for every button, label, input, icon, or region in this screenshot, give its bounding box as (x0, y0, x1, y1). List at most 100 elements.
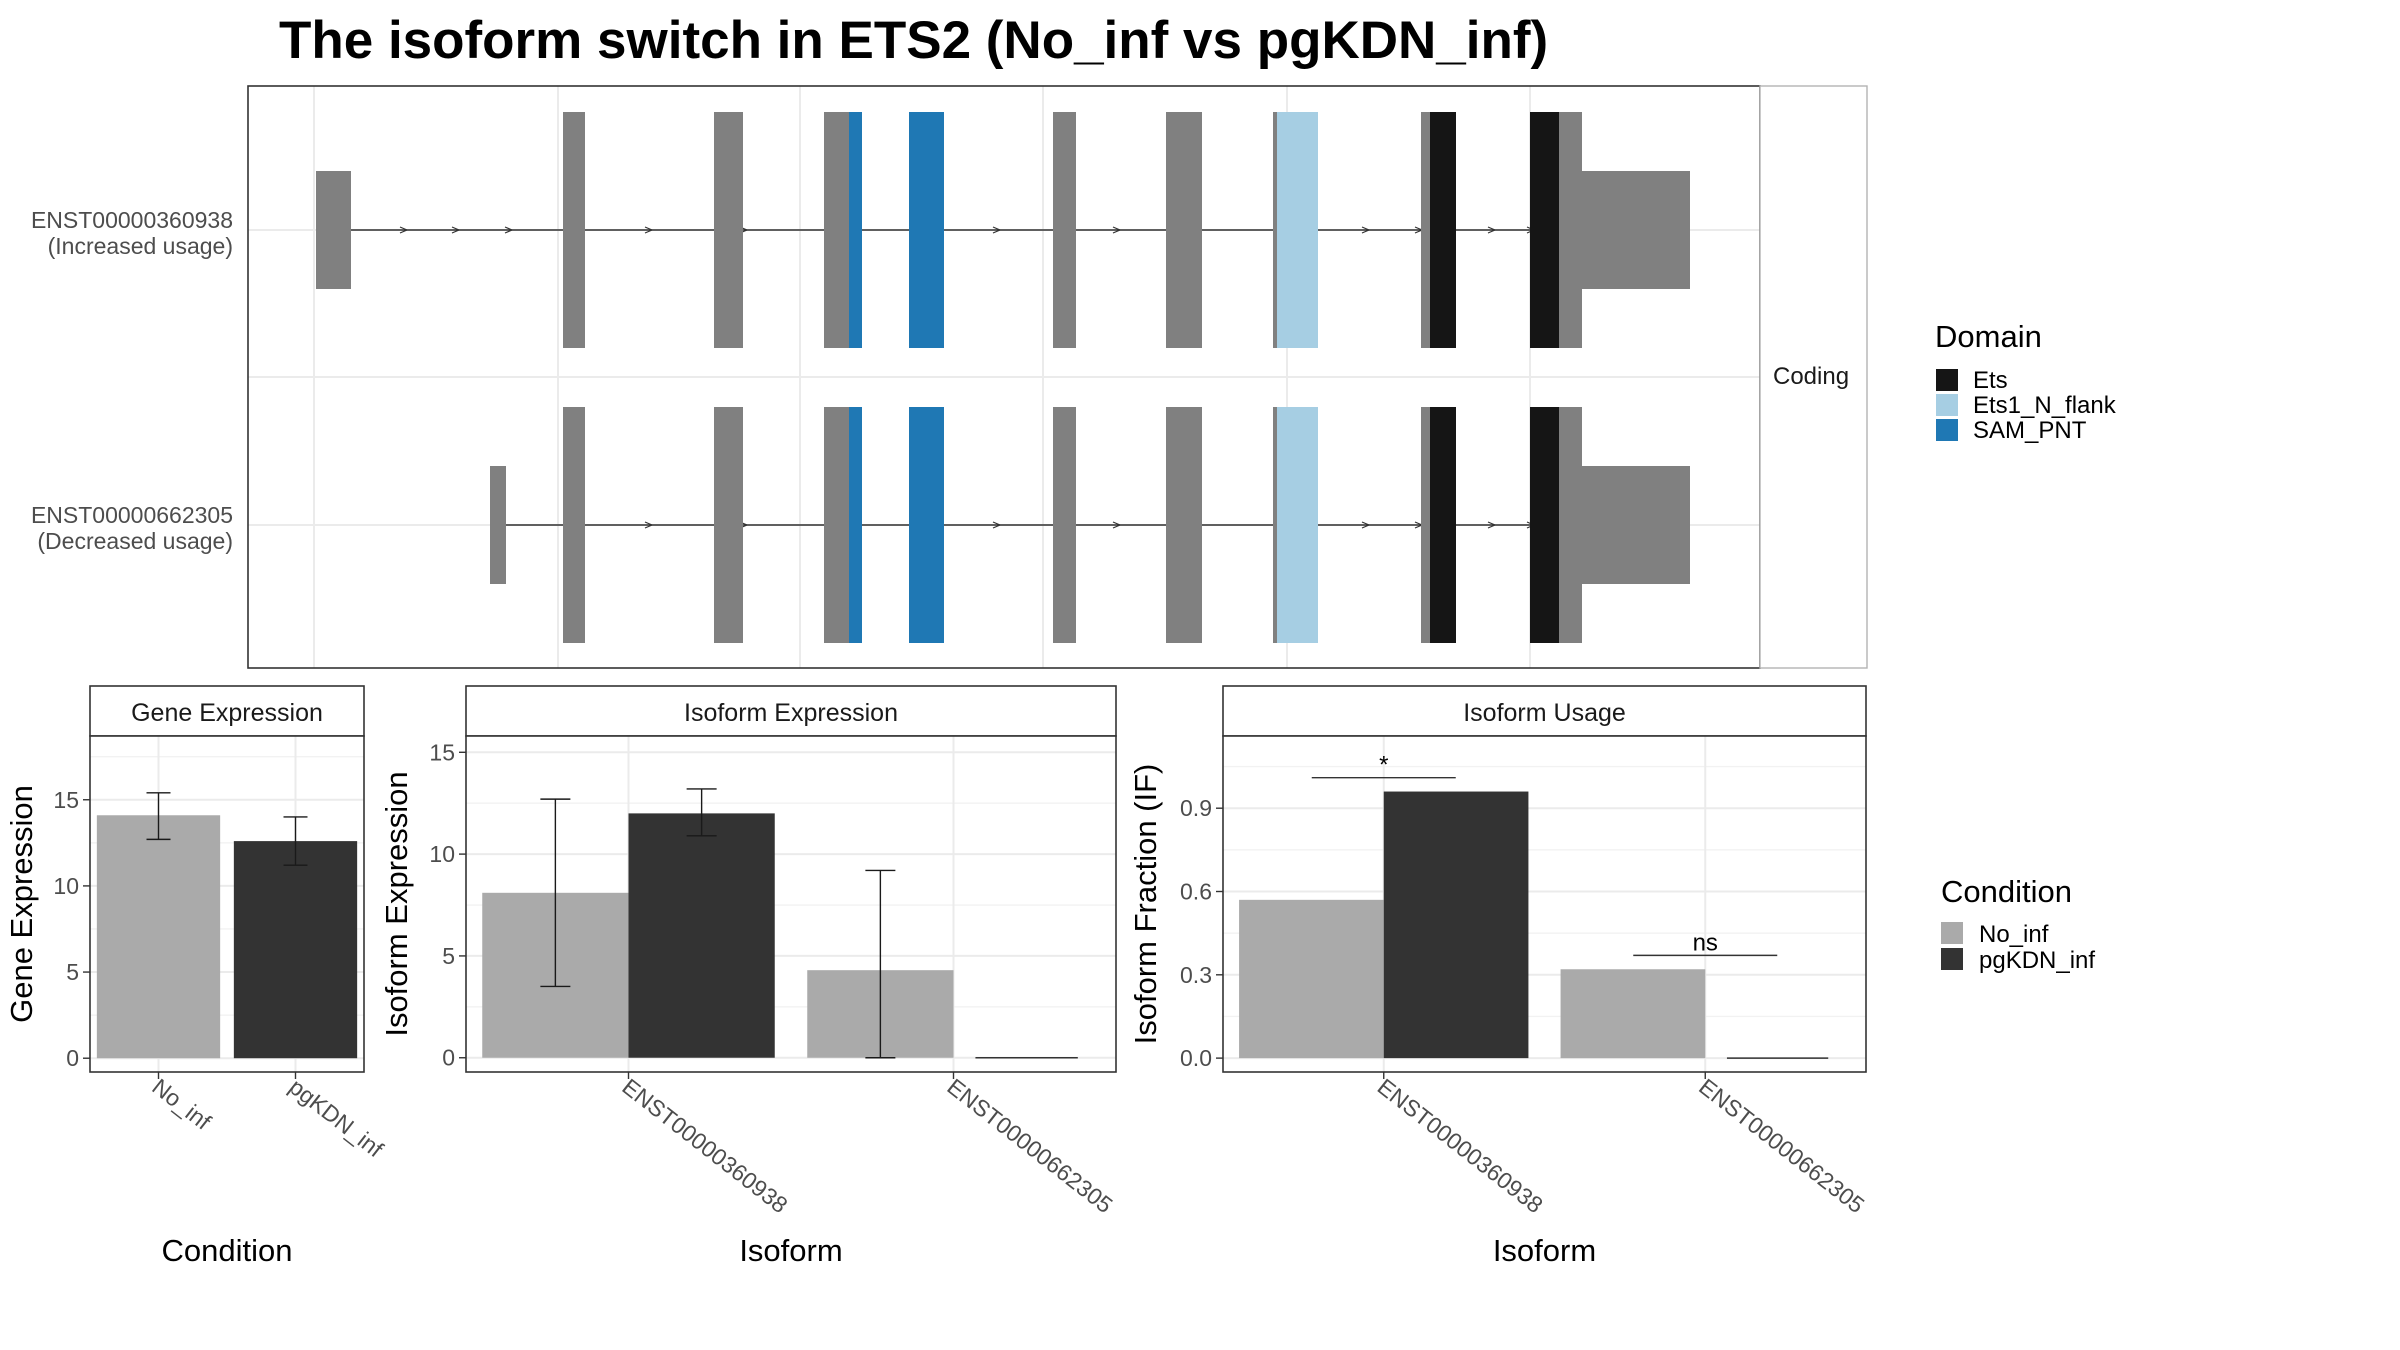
legend-key (1941, 948, 1963, 970)
direction-arrow (1112, 226, 1122, 234)
y-axis-title: Isoform Fraction (IF) (1128, 764, 1163, 1045)
panel-strip (89, 685, 365, 737)
bar-No_inf (1560, 969, 1706, 1059)
domain-SAM_PNT (909, 407, 944, 643)
transcript-track (316, 112, 1690, 348)
y-axis-title: Isoform Expression (379, 771, 414, 1036)
gene-expression-chart: Gene Expression 0 5 10 15 No_inf pgKDN_inf Cond… (4, 685, 389, 1268)
direction-arrow (992, 521, 1002, 529)
direction-arrow (1112, 521, 1122, 529)
legend-key (1936, 394, 1958, 416)
panel-border (465, 735, 1117, 1073)
direction-arrow (504, 226, 514, 234)
legend-key (1936, 419, 1958, 441)
legend-label: Ets (1973, 367, 2008, 394)
domain-Ets1_N_flank (1277, 407, 1318, 643)
coding-exon (1273, 112, 1277, 348)
legend-label: SAM_PNT (1973, 417, 2087, 444)
legend-label: pgKDN_inf (1979, 947, 2095, 974)
domain-Ets1_N_flank (1277, 112, 1318, 348)
direction-arrow (1361, 521, 1371, 529)
coding-exon (1166, 112, 1202, 348)
x-axis-title: Condition (162, 1233, 293, 1268)
significance-label: ns (1693, 929, 1718, 956)
strip-label: Coding (1773, 363, 1849, 390)
x-tick-label: No_inf (147, 1073, 216, 1135)
coding-exon (563, 407, 585, 643)
legend-key (1936, 369, 1958, 391)
transcript-id-label: ENST00000662305 (31, 502, 233, 528)
direction-arrow (644, 521, 654, 529)
legend-label: No_inf (1979, 921, 2049, 948)
domain-SAM_PNT (909, 112, 944, 348)
y-axis-title: Gene Expression (4, 785, 39, 1023)
legend-title: Condition (1941, 874, 2072, 909)
bar-pgKDN_inf (628, 813, 775, 1058)
panel-border (89, 735, 365, 1073)
coding-exon (824, 407, 849, 643)
panel-strip-title: Gene Expression (131, 699, 323, 727)
y-tick-label: 10 (429, 841, 455, 867)
bar-pgKDN_inf (1383, 791, 1529, 1059)
coding-exon (1273, 407, 1277, 643)
y-tick-label: 0 (66, 1045, 79, 1071)
panel-strip-title: Isoform Expression (684, 699, 898, 727)
utr-exon (1582, 171, 1690, 289)
coding-exon (714, 112, 743, 348)
coding-exon (1421, 407, 1430, 643)
figure-title: The isoform switch in ETS2 (No_inf vs pg… (279, 11, 1548, 70)
domain-Ets (1530, 112, 1559, 348)
direction-arrow (1487, 226, 1497, 234)
bar-No_inf (96, 815, 221, 1059)
y-tick-label: 5 (442, 943, 455, 969)
direction-arrow (399, 226, 409, 234)
strip-background (1759, 85, 1868, 669)
legend-label: Ets1_N_flank (1973, 392, 2117, 419)
direction-arrow (451, 226, 461, 234)
coding-exon (1053, 407, 1076, 643)
y-tick-label: 0.0 (1180, 1045, 1212, 1071)
coding-exon (1166, 407, 1202, 643)
transcript-id-label: ENST00000360938 (31, 207, 233, 233)
coding-exon (714, 407, 743, 643)
panel-strip-title: Isoform Usage (1463, 699, 1626, 727)
utr-exon (1582, 466, 1690, 584)
panel-strip (465, 685, 1117, 737)
domain-Ets (1430, 407, 1456, 643)
isoform-expression-chart: Isoform Expression 0 5 10 15 ENST00000360938 E… (379, 685, 1118, 1268)
domain-SAM_PNT (849, 407, 862, 643)
x-tick-label: ENST00000360938 (617, 1073, 792, 1218)
direction-arrow (1361, 226, 1371, 234)
y-tick-label: 10 (53, 873, 79, 899)
x-tick-label: ENST00000662305 (1694, 1073, 1869, 1218)
isoform-usage-chart: Isoform Usage * ns 0.0 0.3 0.6 0.9 ENST00000360… (1128, 685, 1869, 1268)
coding-exon (1559, 112, 1582, 348)
y-tick-label: 0.9 (1180, 795, 1212, 821)
legend-title: Domain (1935, 319, 2042, 354)
y-tick-label: 0.3 (1180, 962, 1212, 988)
coding-exon (1421, 112, 1430, 348)
utr-exon (316, 171, 351, 289)
direction-arrow (644, 226, 654, 234)
domain-Ets (1430, 112, 1456, 348)
direction-arrow (1487, 521, 1497, 529)
transcript-usage-label: (Increased usage) (48, 233, 233, 259)
x-tick-label: ENST00000360938 (1373, 1073, 1548, 1218)
x-axis-title: Isoform (739, 1233, 842, 1268)
domain-SAM_PNT (849, 112, 862, 348)
coding-exon (824, 112, 849, 348)
legend-key (1941, 922, 1963, 944)
y-tick-label: 5 (66, 959, 79, 985)
significance-label: * (1379, 752, 1388, 779)
isoform-structure-panel: ENST00000360938(Increased usage) ENST0000… (31, 85, 1868, 669)
transcript-usage-label: (Decreased usage) (37, 528, 233, 554)
y-tick-label: 15 (53, 787, 79, 813)
coding-exon (563, 112, 585, 348)
panel-strip (1222, 685, 1867, 737)
domain-Ets (1530, 407, 1559, 643)
coding-exon (1559, 407, 1582, 643)
direction-arrow (992, 226, 1002, 234)
